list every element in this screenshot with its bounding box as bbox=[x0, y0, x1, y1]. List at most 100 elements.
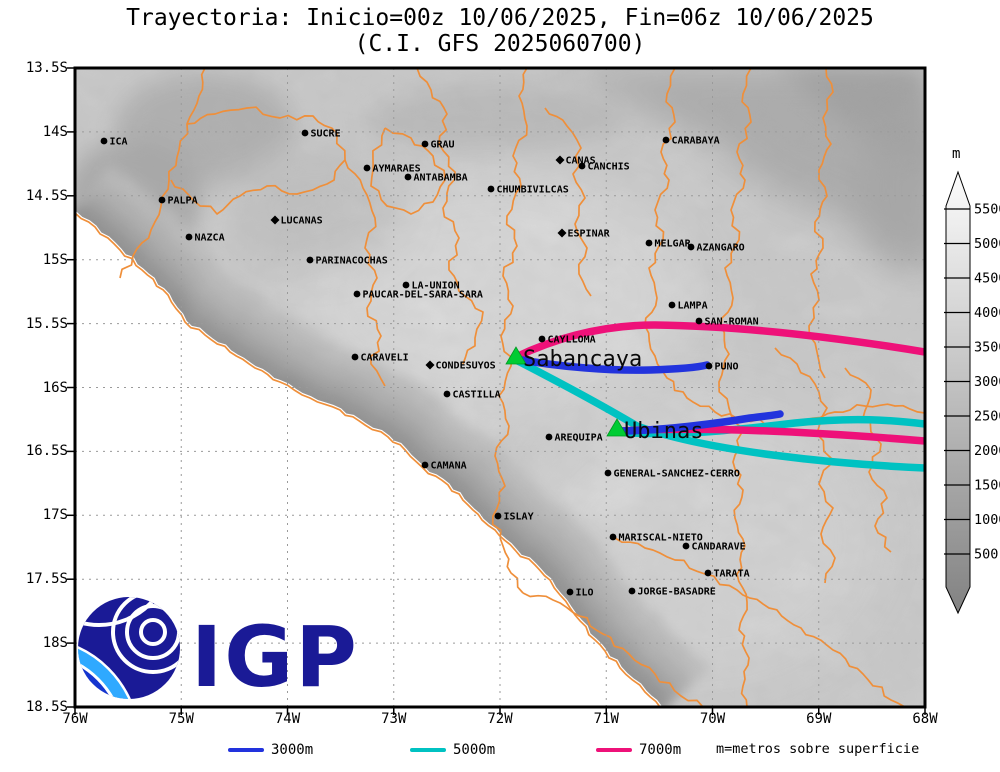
ocean bbox=[75, 213, 660, 707]
city-label: AYMARAES bbox=[373, 164, 421, 175]
volcano-marker-icon bbox=[606, 418, 628, 437]
logo-ring bbox=[111, 597, 180, 674]
department-boundary bbox=[416, 68, 484, 365]
trajectory-ubinas-3000m bbox=[613, 410, 784, 435]
plot-title: Trayectoria: Inicio=00z 10/06/2025, Fin=… bbox=[126, 5, 874, 31]
lat-label: 17S bbox=[42, 507, 68, 524]
legend-note: m=metros sobre superficie bbox=[716, 741, 920, 757]
city-marker bbox=[604, 469, 612, 477]
lon-label: 69W bbox=[806, 711, 832, 727]
volcano-label: Sabancaya bbox=[523, 347, 642, 372]
igp-logo-text: IGP bbox=[191, 608, 359, 706]
city-marker bbox=[402, 281, 410, 289]
lon-label: 70W bbox=[699, 711, 726, 727]
legend-item-3000m: 3000m bbox=[228, 736, 313, 764]
city-label: CARABAYA bbox=[672, 136, 720, 147]
city-label: ESPINAR bbox=[568, 229, 611, 240]
city-label: CONDESUYOS bbox=[436, 361, 496, 372]
city-marker bbox=[421, 461, 429, 469]
department-boundary bbox=[774, 347, 836, 584]
city-label: TARATA bbox=[714, 569, 750, 580]
city-marker bbox=[705, 362, 713, 370]
city-marker bbox=[555, 155, 565, 165]
city-label: PARINACOCHAS bbox=[316, 256, 388, 267]
colorbar-tick-label: 500 bbox=[974, 547, 998, 563]
city-label: ILO bbox=[576, 588, 594, 599]
city-label: GENERAL-SANCHEZ-CERRO bbox=[614, 469, 740, 480]
department-boundary bbox=[808, 68, 834, 379]
volcano-marker-icon bbox=[505, 346, 527, 365]
city-label: JORGE-BASADRE bbox=[638, 587, 716, 598]
city-marker bbox=[306, 256, 314, 264]
colorbar-tick-label: 4000 bbox=[974, 305, 1000, 321]
city-label: CANDARAVE bbox=[692, 542, 746, 553]
city-marker bbox=[682, 542, 690, 550]
department-boundary bbox=[544, 107, 592, 297]
department-boundary bbox=[491, 68, 528, 594]
city-label: CANAS bbox=[566, 156, 596, 167]
colorbar-tick-label: 5000 bbox=[974, 236, 1000, 252]
city-label: PUNO bbox=[715, 362, 739, 373]
lon-label: 68W bbox=[912, 711, 938, 727]
city-marker bbox=[538, 335, 546, 343]
logo-arc bbox=[78, 597, 173, 627]
lat-label: 16.5S bbox=[25, 443, 68, 460]
trajectory-sabancaya-3000m bbox=[512, 355, 711, 374]
city-marker bbox=[687, 243, 695, 251]
legend-item-7000m: 7000m bbox=[596, 736, 681, 764]
lon-label: 71W bbox=[593, 711, 619, 727]
city-label: PALPA bbox=[168, 196, 198, 207]
department-boundary bbox=[370, 127, 446, 215]
lat-label: 14.5S bbox=[25, 187, 68, 204]
city-marker bbox=[695, 317, 703, 325]
colorbar-tick-label: 2500 bbox=[974, 409, 1000, 425]
trajectory-ubinas-5000m bbox=[613, 415, 925, 438]
city-marker bbox=[578, 162, 586, 170]
colorbar-tick-label: 5500 bbox=[974, 202, 1000, 218]
lon-label: 74W bbox=[274, 711, 301, 727]
city-marker bbox=[351, 353, 359, 361]
department-boundary bbox=[344, 159, 386, 387]
city-label: PAUCAR-DEL-SARA-SARA bbox=[363, 290, 483, 301]
map-svg: ICA PALPA NAZCA LUCANAS SUCRE GRAU AYMARAESANT… bbox=[67, 66, 927, 715]
legend-line-3000m-icon bbox=[228, 748, 264, 752]
city-label: SUCRE bbox=[311, 129, 341, 140]
plot-subtitle: (C.I. GFS 2025060700) bbox=[354, 31, 646, 57]
lon-label: 76W bbox=[62, 711, 88, 727]
legend-label-3000m: 3000m bbox=[271, 742, 314, 758]
map-plot-area: ICA PALPA NAZCA LUCANAS SUCRE GRAU AYMARAES ANT… bbox=[67, 66, 927, 715]
city-marker bbox=[443, 390, 451, 398]
city-marker bbox=[487, 185, 495, 193]
lon-label: 75W bbox=[168, 711, 194, 727]
city-label: ANTABAMBA bbox=[414, 173, 468, 184]
colorbar-bar bbox=[945, 170, 971, 615]
city-label: AREQUIPA bbox=[555, 433, 603, 444]
city-label: MELGAR bbox=[655, 239, 692, 250]
department-boundary bbox=[119, 68, 206, 279]
city-label: CHUMBIVILCAS bbox=[497, 185, 569, 196]
department-boundary bbox=[614, 537, 906, 707]
city-label: CAMANA bbox=[431, 461, 467, 472]
city-marker bbox=[185, 233, 193, 241]
legend-line-5000m-icon bbox=[410, 748, 446, 752]
department-boundary bbox=[644, 68, 925, 427]
city-marker bbox=[668, 301, 676, 309]
city-marker bbox=[363, 164, 371, 172]
colorbar-tick-label: 1000 bbox=[974, 512, 1000, 528]
city-label: ISLAY bbox=[504, 512, 534, 523]
volcano-label: Ubinas bbox=[624, 419, 703, 444]
lon-label: 73W bbox=[381, 711, 407, 727]
lat-label: 18.5S bbox=[25, 699, 68, 715]
city-label: AZANGARO bbox=[697, 243, 745, 254]
city-marker bbox=[609, 533, 617, 541]
department-boundary bbox=[844, 367, 892, 553]
lat-label: 15S bbox=[42, 251, 68, 268]
city-label: CAYLLOMA bbox=[548, 335, 596, 346]
city-marker bbox=[566, 588, 574, 596]
colorbar-tick-label: 2000 bbox=[974, 443, 1000, 459]
city-marker bbox=[494, 512, 502, 520]
colorbar-tick-label: 3000 bbox=[974, 374, 1000, 390]
city-marker bbox=[301, 129, 309, 137]
city-marker bbox=[425, 360, 435, 370]
